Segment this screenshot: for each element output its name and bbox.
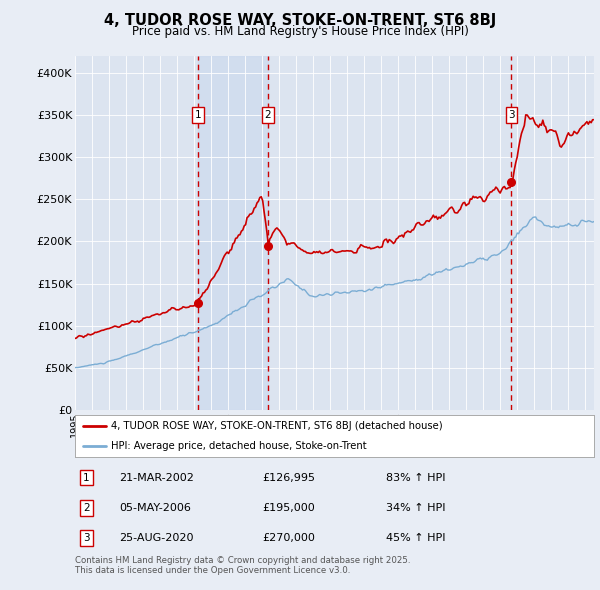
Text: HPI: Average price, detached house, Stoke-on-Trent: HPI: Average price, detached house, Stok…: [112, 441, 367, 451]
Text: 2: 2: [83, 503, 90, 513]
Text: 3: 3: [508, 110, 515, 120]
Text: 4, TUDOR ROSE WAY, STOKE-ON-TRENT, ST6 8BJ: 4, TUDOR ROSE WAY, STOKE-ON-TRENT, ST6 8…: [104, 13, 496, 28]
Text: 21-MAR-2002: 21-MAR-2002: [119, 473, 194, 483]
Text: £195,000: £195,000: [262, 503, 314, 513]
Text: 83% ↑ HPI: 83% ↑ HPI: [386, 473, 446, 483]
Text: Price paid vs. HM Land Registry's House Price Index (HPI): Price paid vs. HM Land Registry's House …: [131, 25, 469, 38]
Text: 45% ↑ HPI: 45% ↑ HPI: [386, 533, 446, 543]
Text: 1: 1: [194, 110, 201, 120]
Text: 2: 2: [265, 110, 271, 120]
Text: 4, TUDOR ROSE WAY, STOKE-ON-TRENT, ST6 8BJ (detached house): 4, TUDOR ROSE WAY, STOKE-ON-TRENT, ST6 8…: [112, 421, 443, 431]
Text: £270,000: £270,000: [262, 533, 315, 543]
Text: 25-AUG-2020: 25-AUG-2020: [119, 533, 194, 543]
Text: 34% ↑ HPI: 34% ↑ HPI: [386, 503, 446, 513]
Text: 05-MAY-2006: 05-MAY-2006: [119, 503, 191, 513]
Text: Contains HM Land Registry data © Crown copyright and database right 2025.
This d: Contains HM Land Registry data © Crown c…: [75, 556, 410, 575]
Text: 1: 1: [83, 473, 90, 483]
Text: 3: 3: [83, 533, 90, 543]
Text: £126,995: £126,995: [262, 473, 315, 483]
Bar: [198, 56, 268, 410]
